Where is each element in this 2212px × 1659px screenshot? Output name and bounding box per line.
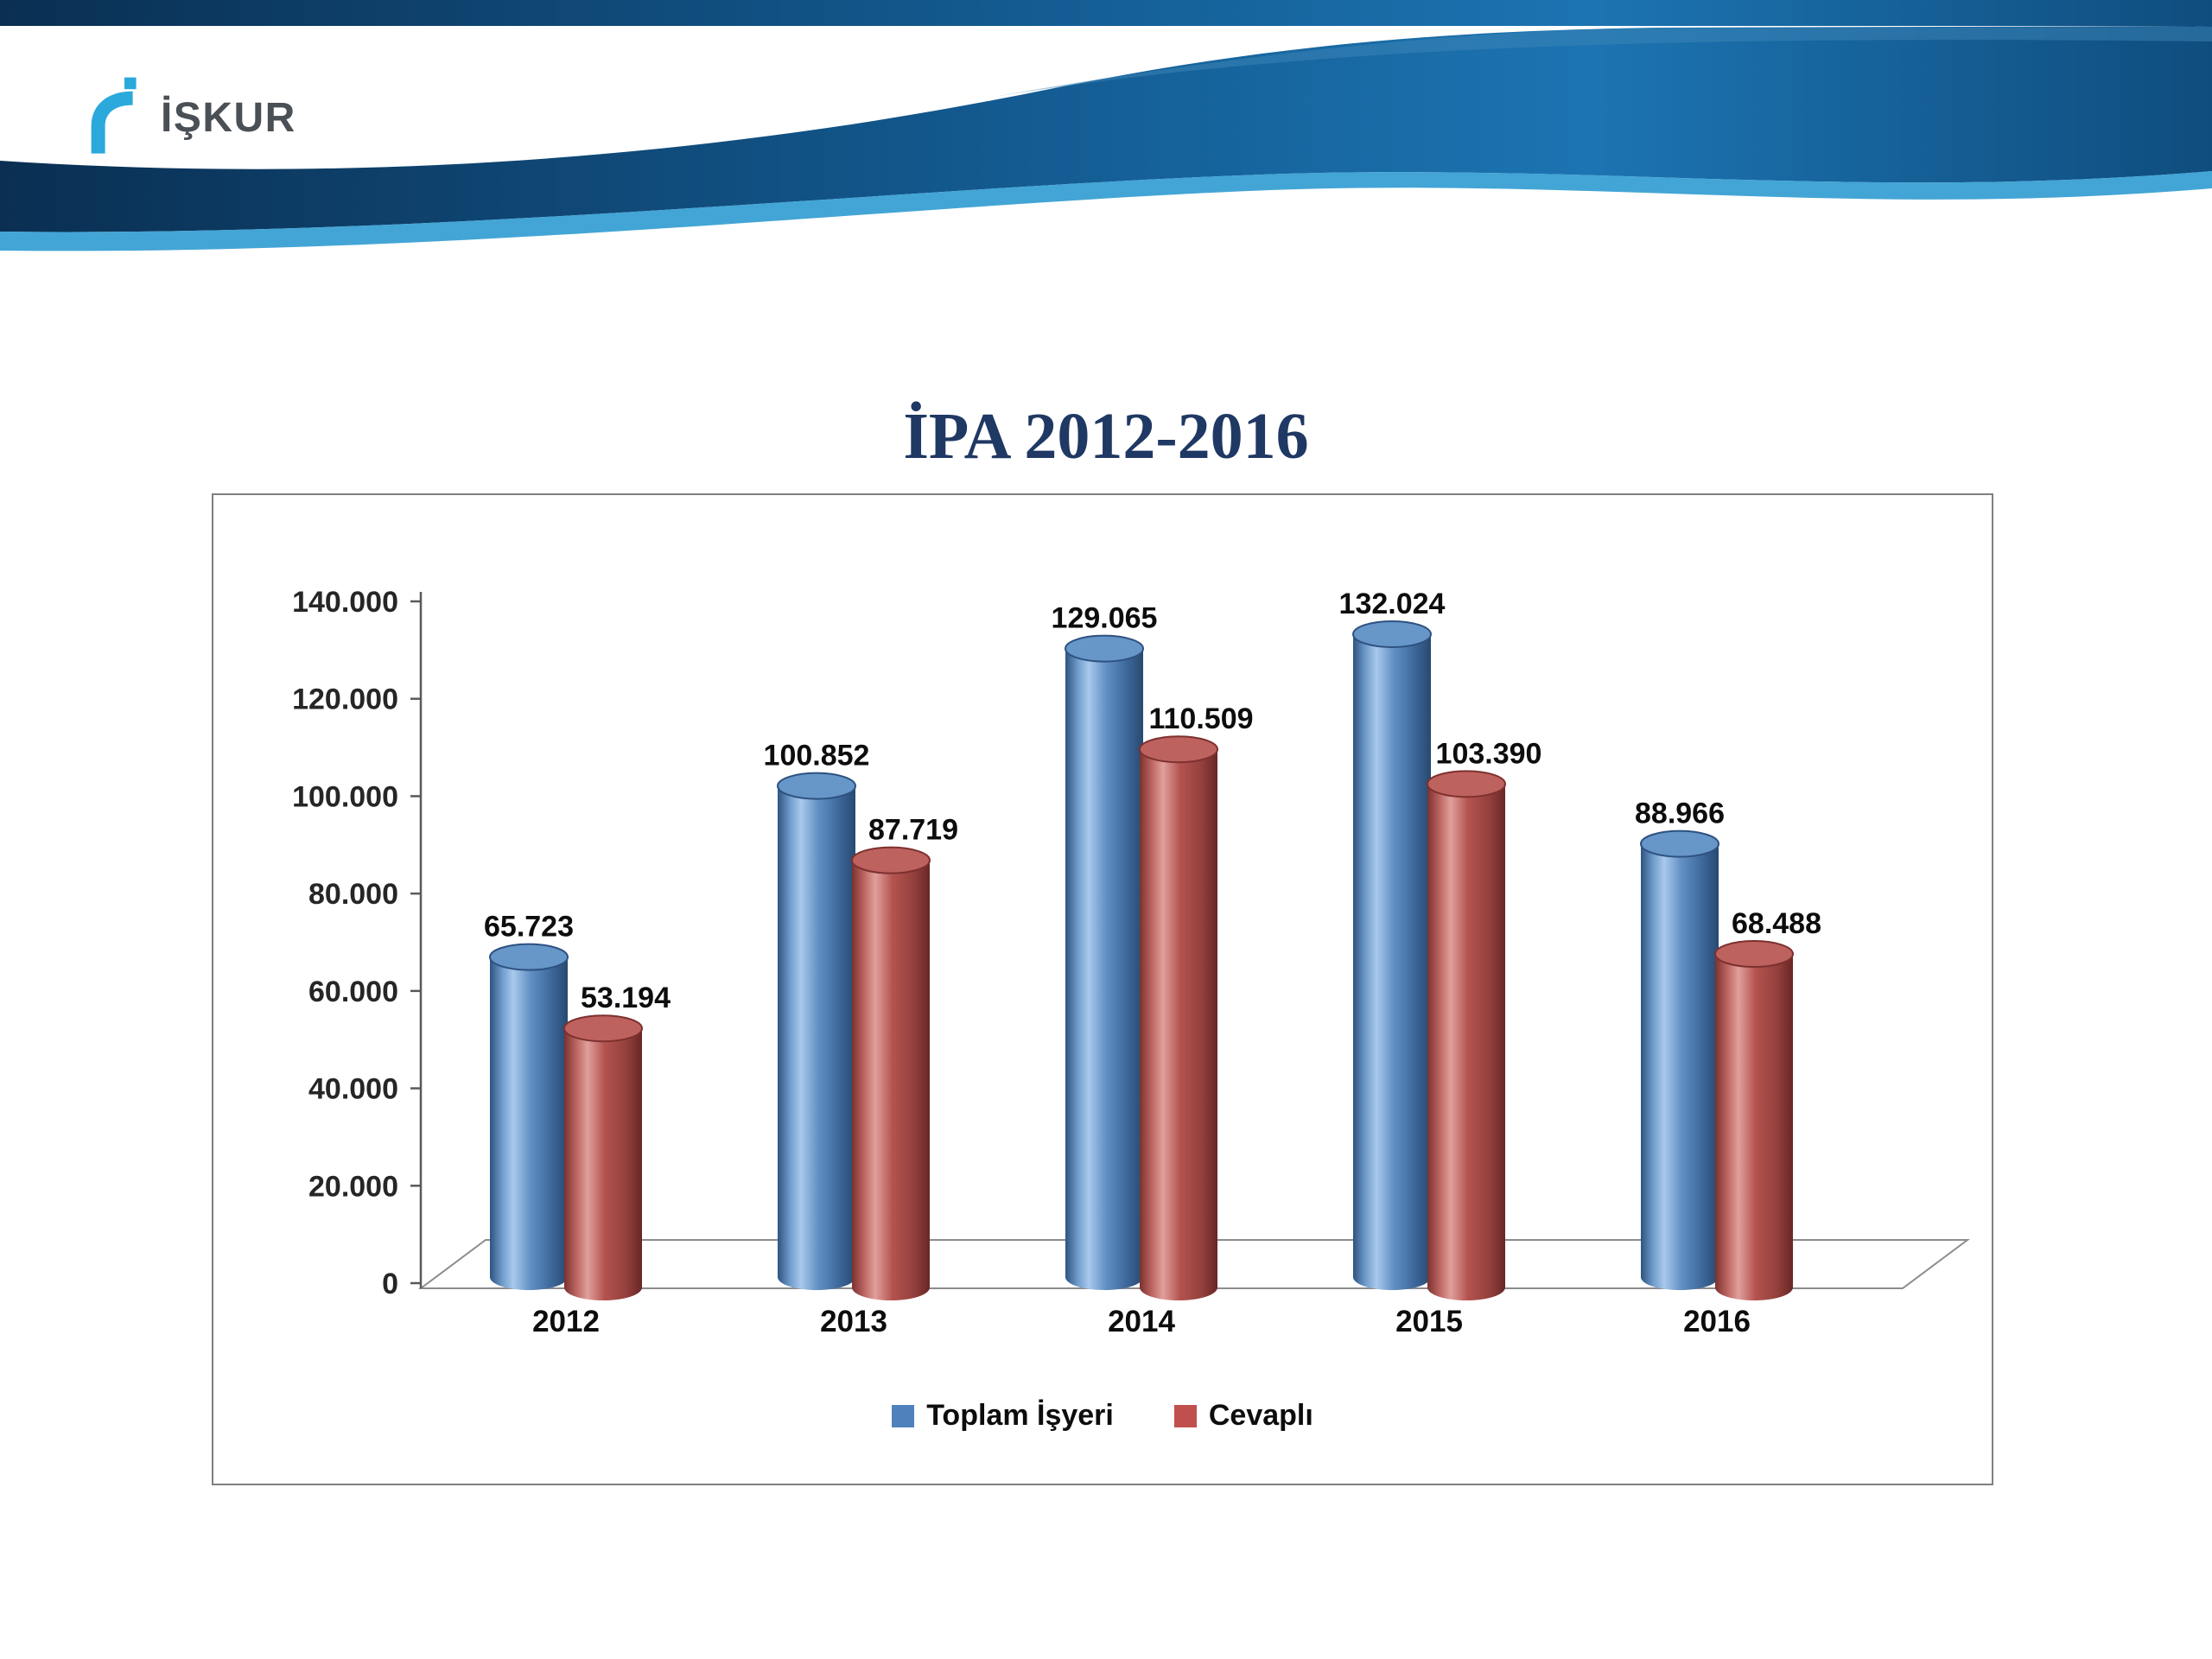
category-label: 2013: [820, 1305, 887, 1338]
bar-value-label: 53.194: [581, 982, 671, 1014]
iskur-logo-text: İŞKUR: [161, 94, 296, 141]
bar-cylinder-top: [777, 772, 856, 800]
iskur-logo: İŞKUR: [69, 76, 296, 159]
header-wave-decoration: [0, 0, 2212, 251]
bar-cylinder: [1427, 784, 1505, 1300]
legend-item-toplam-isyeri: Toplam İşyeri: [892, 1399, 1114, 1433]
bar-value-label: 87.719: [868, 814, 958, 847]
wave-accent-shape: [0, 171, 2212, 251]
bar-cylinder: [778, 785, 855, 1290]
top-bar-decoration: [0, 0, 2212, 26]
legend-label-toplam-isyeri: Toplam İşyeri: [926, 1399, 1114, 1432]
iskur-logo-icon: [91, 77, 137, 154]
y-axis-tick-label: 80.000: [308, 878, 398, 911]
main-wave-shape: [0, 26, 2212, 232]
bar-cylinder-top: [1640, 830, 1719, 858]
bar-value-label: 110.509: [1148, 702, 1253, 735]
bar-cylinder: [1641, 843, 1719, 1290]
bar-value-label: 65.723: [484, 911, 574, 944]
bar-cylinder: [852, 860, 930, 1300]
legend-swatch-blue: [892, 1404, 915, 1427]
bar-value-label: 100.852: [764, 740, 870, 772]
bar-value-label: 103.390: [1436, 737, 1542, 770]
bar-cylinder: [1353, 633, 1431, 1290]
bar-cylinder-top: [563, 1014, 643, 1043]
bar-cylinder-top: [851, 846, 931, 874]
bar-cylinder: [1065, 648, 1143, 1290]
chart-legend: Toplam İşyeri Cevaplı: [213, 1399, 1992, 1433]
bar-cylinder-top: [1139, 735, 1218, 764]
bar-cylinder-top: [1352, 620, 1432, 648]
bar-cylinder: [1140, 749, 1217, 1300]
bar-cylinder: [1715, 954, 1793, 1300]
bar-value-label: 68.488: [1732, 907, 1821, 940]
y-axis-tick-label: 40.000: [308, 1073, 398, 1106]
category-label: 2015: [1395, 1305, 1463, 1338]
legend-label-cevapli: Cevaplı: [1208, 1399, 1313, 1432]
bar-value-label: 132.024: [1339, 588, 1446, 620]
legend-item-cevapli: Cevaplı: [1173, 1399, 1313, 1433]
bar-cylinder-top: [1065, 634, 1144, 663]
y-axis-tick-label: 140.000: [292, 586, 398, 619]
wave-highlight-shape: [994, 27, 2212, 97]
legend-swatch-red: [1173, 1404, 1197, 1427]
bar-value-label: 88.966: [1635, 798, 1725, 830]
bar-cylinder: [490, 957, 568, 1290]
chart-frame: 0 20.000 40.000 60.000 80.000 100.000 120.000 1…: [212, 493, 1993, 1485]
y-axis-tick-label: 20.000: [308, 1170, 398, 1203]
category-label: 2016: [1683, 1305, 1751, 1338]
slide-title: İPA 2012-2016: [903, 400, 1309, 473]
category-label: 2012: [532, 1305, 600, 1338]
y-axis-tick-label: 120.000: [292, 683, 398, 716]
y-axis-tick-label: 0: [382, 1268, 398, 1300]
bar-value-label: 129.065: [1052, 602, 1158, 635]
bar-cylinder-top: [1714, 940, 1794, 969]
bar-chart: 0 20.000 40.000 60.000 80.000 100.000 120.000 1…: [292, 586, 1971, 1338]
bar-cylinder-top: [1427, 770, 1506, 798]
y-axis-tick-label: 60.000: [308, 976, 398, 1008]
bar-cylinder: [564, 1028, 642, 1300]
category-label: 2014: [1108, 1305, 1175, 1338]
y-axis-tick-label: 100.000: [292, 780, 398, 813]
bar-cylinder-top: [489, 943, 569, 971]
